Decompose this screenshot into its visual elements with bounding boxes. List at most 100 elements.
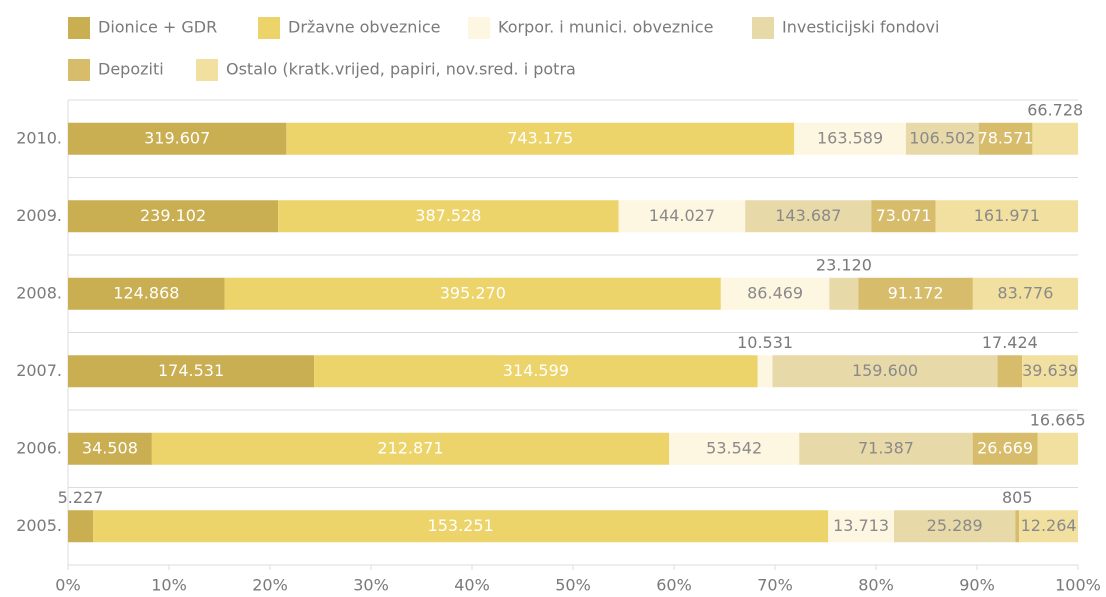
bar-segment — [794, 122, 906, 155]
y-tick-label: 2009. — [16, 206, 62, 225]
data-label: 71.387 — [858, 438, 914, 457]
bar-segment — [1032, 122, 1078, 155]
x-tick-label: 100% — [1055, 576, 1101, 595]
bar-segment — [905, 122, 979, 155]
data-label: 163.589 — [817, 128, 883, 147]
data-label: 106.502 — [909, 128, 975, 147]
data-label: 34.508 — [82, 438, 138, 457]
data-label: 73.071 — [876, 206, 932, 225]
legend-label: Dionice + GDR — [98, 18, 217, 37]
bar-segment — [314, 355, 758, 388]
bar-segment — [829, 277, 859, 310]
legend-swatch — [468, 17, 490, 39]
legend-label: Depoziti — [98, 60, 164, 79]
bar-segment — [68, 510, 94, 543]
data-label: 319.607 — [144, 128, 210, 147]
legend-swatch — [752, 17, 774, 39]
bar-segment — [224, 277, 721, 310]
data-label: 174.531 — [158, 361, 224, 380]
bar-segment — [757, 355, 773, 388]
x-tick-label: 90% — [959, 576, 995, 595]
bar-segment — [68, 122, 287, 155]
data-label: 53.542 — [706, 438, 762, 457]
data-label: 314.599 — [503, 361, 569, 380]
bar-segment — [972, 277, 1078, 310]
x-tick-label: 50% — [555, 576, 591, 595]
data-label: 153.251 — [428, 516, 494, 535]
bar-segment — [669, 432, 800, 465]
bar-segment — [772, 355, 998, 388]
data-label: 395.270 — [440, 283, 506, 302]
bar-segment — [68, 432, 152, 465]
data-label: 124.868 — [113, 283, 179, 302]
x-tick-label: 40% — [454, 576, 490, 595]
legend-label: Državne obveznice — [288, 18, 441, 37]
x-tick-label: 70% — [757, 576, 793, 595]
bar-segment — [1019, 510, 1078, 543]
data-label: 13.713 — [833, 516, 889, 535]
y-tick-label: 2008. — [16, 283, 62, 302]
x-tick-label: 20% — [252, 576, 288, 595]
x-tick-label: 0% — [55, 576, 80, 595]
bar-segment — [935, 200, 1078, 233]
bar-segment — [68, 200, 279, 233]
bar-segment — [799, 432, 973, 465]
bar-segment — [1015, 510, 1020, 543]
data-label: 10.531 — [737, 333, 793, 352]
data-label: 5.227 — [58, 488, 104, 507]
data-label: 26.669 — [977, 438, 1033, 457]
data-label: 78.571 — [978, 128, 1034, 147]
data-label: 23.120 — [816, 255, 872, 274]
data-label: 17.424 — [982, 333, 1038, 352]
bar-segment — [997, 355, 1023, 388]
bar-segment — [151, 432, 670, 465]
data-label: 743.175 — [507, 128, 573, 147]
bar-segment — [68, 355, 315, 388]
data-label: 39.639 — [1022, 361, 1078, 380]
data-label: 143.687 — [775, 206, 841, 225]
bar-segment — [828, 510, 894, 543]
data-label: 12.264 — [1021, 516, 1077, 535]
data-label: 25.289 — [927, 516, 983, 535]
bar-segment — [1037, 432, 1078, 465]
data-label: 144.027 — [649, 206, 715, 225]
y-tick-label: 2010. — [16, 128, 62, 147]
bar-segment — [93, 510, 829, 543]
data-label: 805 — [1002, 488, 1033, 507]
bar-segment — [278, 200, 619, 233]
data-label: 159.600 — [852, 361, 918, 380]
bar-segment — [1022, 355, 1078, 388]
data-label: 212.871 — [377, 438, 443, 457]
bar-segment — [618, 200, 746, 233]
x-tick-label: 60% — [656, 576, 692, 595]
bar-segment — [978, 122, 1033, 155]
data-label: 86.469 — [747, 283, 803, 302]
data-label: 66.728 — [1027, 100, 1083, 119]
legend-swatch — [68, 59, 90, 81]
legend-swatch — [196, 59, 218, 81]
data-label: 387.528 — [415, 206, 481, 225]
data-label: 16.665 — [1030, 410, 1086, 429]
bar-segment — [286, 122, 795, 155]
bar-segment — [720, 277, 830, 310]
y-tick-label: 2006. — [16, 438, 62, 457]
bar-segment — [893, 510, 1016, 543]
data-label: 91.172 — [888, 283, 944, 302]
bar-segment — [871, 200, 936, 233]
bar-segment — [858, 277, 973, 310]
y-tick-label: 2005. — [16, 516, 62, 535]
legend-swatch — [258, 17, 280, 39]
legend-label: Korpor. i munici. obveznice — [498, 18, 713, 37]
x-tick-label: 30% — [353, 576, 389, 595]
legend-label: Investicijski fondovi — [782, 18, 939, 37]
data-label: 161.971 — [974, 206, 1040, 225]
bar-segment — [745, 200, 872, 233]
data-label: 239.102 — [140, 206, 206, 225]
bar-segment — [972, 432, 1038, 465]
bar-segment — [68, 277, 225, 310]
x-tick-label: 80% — [858, 576, 894, 595]
y-tick-label: 2007. — [16, 361, 62, 380]
legend-swatch — [68, 17, 90, 39]
data-label: 83.776 — [997, 283, 1053, 302]
